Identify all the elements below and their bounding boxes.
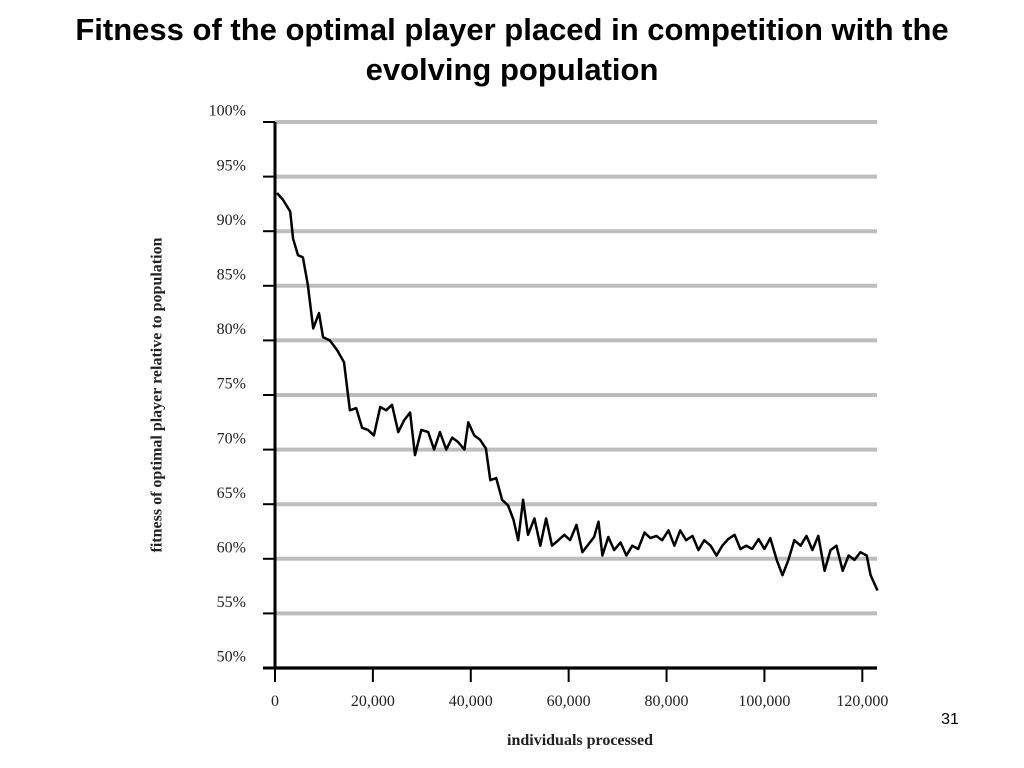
y-tick-label: 95% — [217, 157, 246, 174]
x-axis-label: individuals processed — [507, 732, 653, 749]
data-line — [276, 192, 879, 592]
y-tick-label: 85% — [217, 266, 246, 283]
x-tick-label: 120,000 — [836, 693, 888, 710]
x-tick-label: 0 — [271, 693, 279, 710]
y-axis-label: fitness of optimal player relative to po… — [149, 237, 166, 552]
x-tick-label: 60,000 — [547, 693, 591, 710]
y-tick-label: 65% — [217, 485, 246, 502]
y-tick-label: 60% — [217, 539, 246, 556]
x-tick-label: 40,000 — [449, 693, 493, 710]
chart-title: Fitness of the optimal player placed in … — [75, 12, 949, 87]
y-tick-label: 100% — [209, 103, 246, 120]
x-tick-label: 100,000 — [738, 693, 790, 710]
page-number: 31 — [941, 711, 959, 728]
x-tick-label: 20,000 — [351, 693, 395, 710]
y-tick-label: 70% — [217, 430, 246, 447]
y-tick-label: 90% — [217, 212, 246, 229]
y-tick-label: 50% — [217, 649, 246, 666]
x-tick-label: 80,000 — [645, 693, 689, 710]
y-tick-label: 55% — [217, 594, 246, 611]
y-tick-label: 75% — [217, 376, 246, 393]
y-tick-label: 80% — [217, 321, 246, 338]
